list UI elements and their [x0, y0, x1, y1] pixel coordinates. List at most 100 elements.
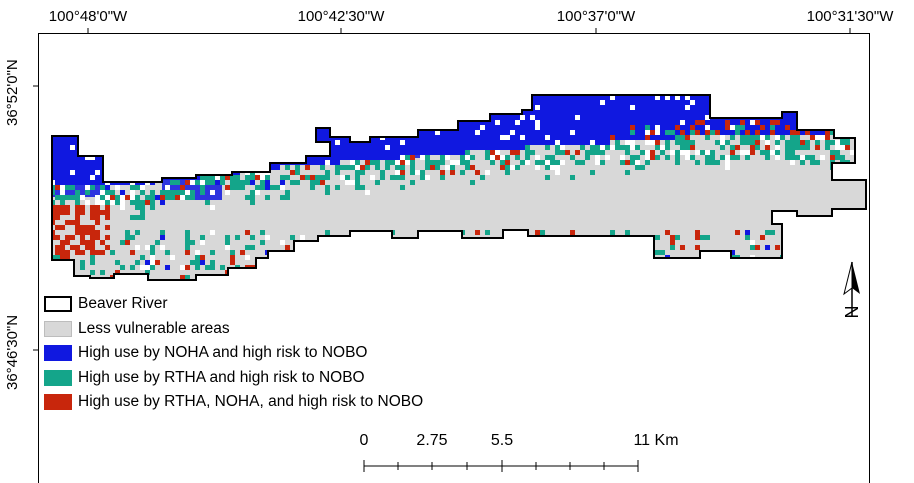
raster-cell: [770, 100, 775, 105]
raster-cell: [265, 235, 270, 240]
raster-cell: [695, 115, 700, 120]
raster-cell: [450, 135, 455, 140]
raster-cell: [230, 140, 235, 145]
raster-cell: [210, 120, 215, 125]
raster-cell: [825, 120, 830, 125]
raster-cell: [125, 170, 130, 175]
raster-cell: [770, 230, 775, 235]
raster-cell: [180, 275, 185, 280]
raster-cell: [52, 220, 55, 225]
raster-cell: [215, 165, 220, 170]
raster-cell: [205, 125, 210, 130]
raster-cell: [190, 120, 195, 125]
raster-cell: [595, 135, 600, 140]
raster-cell: [240, 90, 245, 95]
raster-cell: [410, 155, 415, 160]
raster-cell: [685, 95, 690, 100]
raster-cell: [200, 90, 205, 95]
raster-cell: [110, 135, 115, 140]
raster-cell: [255, 120, 260, 125]
raster-cell: [770, 85, 775, 90]
raster-cell: [170, 190, 175, 195]
raster-cell: [510, 150, 515, 155]
raster-cell: [90, 160, 95, 165]
raster-cell: [460, 140, 465, 145]
raster-cell: [310, 105, 315, 110]
raster-cell: [220, 160, 225, 165]
raster-cell: [90, 125, 95, 130]
raster-cell: [60, 255, 65, 260]
raster-cell: [700, 125, 705, 130]
raster-cell: [45, 160, 50, 165]
raster-cell: [130, 100, 135, 105]
raster-cell: [110, 170, 115, 175]
raster-cell: [195, 265, 200, 270]
raster-cell: [820, 110, 825, 115]
raster-cell: [145, 150, 150, 155]
raster-cell: [755, 95, 760, 100]
raster-cell: [865, 280, 870, 285]
raster-cell: [225, 85, 230, 90]
raster-cell: [680, 100, 685, 105]
raster-cell: [180, 125, 185, 130]
raster-cell: [150, 125, 155, 130]
raster-cell: [395, 155, 400, 160]
raster-cell: [335, 90, 340, 95]
raster-cell: [115, 120, 120, 125]
raster-cell: [105, 130, 110, 135]
raster-cell: [165, 105, 170, 110]
raster-cell: [325, 100, 330, 105]
raster-cell: [855, 130, 860, 135]
raster-cell: [205, 110, 210, 115]
raster-cell: [865, 95, 866, 100]
raster-cell: [285, 130, 290, 135]
raster-cell: [285, 95, 290, 100]
raster-cell: [230, 100, 235, 105]
raster-cell: [130, 250, 135, 255]
raster-cell: [615, 240, 620, 245]
raster-cell: [125, 120, 130, 125]
raster-cell: [320, 135, 325, 140]
raster-cell: [635, 95, 640, 100]
raster-cell: [185, 95, 190, 100]
raster-cell: [525, 95, 530, 100]
raster-cell: [455, 135, 460, 140]
raster-cell: [355, 280, 360, 285]
raster-cell: [365, 90, 370, 95]
raster-cell: [690, 100, 695, 105]
raster-cell: [255, 115, 260, 120]
raster-cell: [140, 155, 145, 160]
raster-cell: [310, 135, 315, 140]
raster-cell: [380, 125, 385, 130]
raster-cell: [745, 155, 750, 160]
raster-cell: [185, 245, 190, 250]
raster-cell: [485, 105, 490, 110]
raster-cell: [280, 145, 285, 150]
raster-cell: [705, 135, 710, 140]
raster-cell: [630, 140, 635, 145]
raster-cell: [75, 280, 80, 285]
raster-cell: [485, 130, 490, 135]
raster-cell: [400, 120, 405, 125]
raster-cell: [140, 85, 145, 90]
raster-cell: [740, 90, 745, 95]
legend-item-beaver-river: Beaver River: [44, 292, 423, 317]
raster-cell: [705, 100, 710, 105]
raster-cell: [485, 155, 490, 160]
raster-cell: [290, 115, 295, 120]
raster-cell: [175, 85, 180, 90]
raster-cell: [640, 105, 645, 110]
raster-cell: [715, 140, 720, 145]
raster-cell: [105, 100, 110, 105]
raster-cell: [150, 115, 155, 120]
raster-cell: [460, 145, 465, 150]
raster-cell: [595, 95, 600, 100]
raster-cell: [825, 280, 830, 285]
raster-cell: [865, 240, 866, 245]
raster-cell: [105, 225, 110, 230]
raster-cell: [860, 85, 865, 90]
raster-cell: [625, 130, 630, 135]
raster-cell: [255, 140, 260, 145]
raster-cell: [235, 95, 240, 100]
raster-cell: [175, 190, 180, 195]
